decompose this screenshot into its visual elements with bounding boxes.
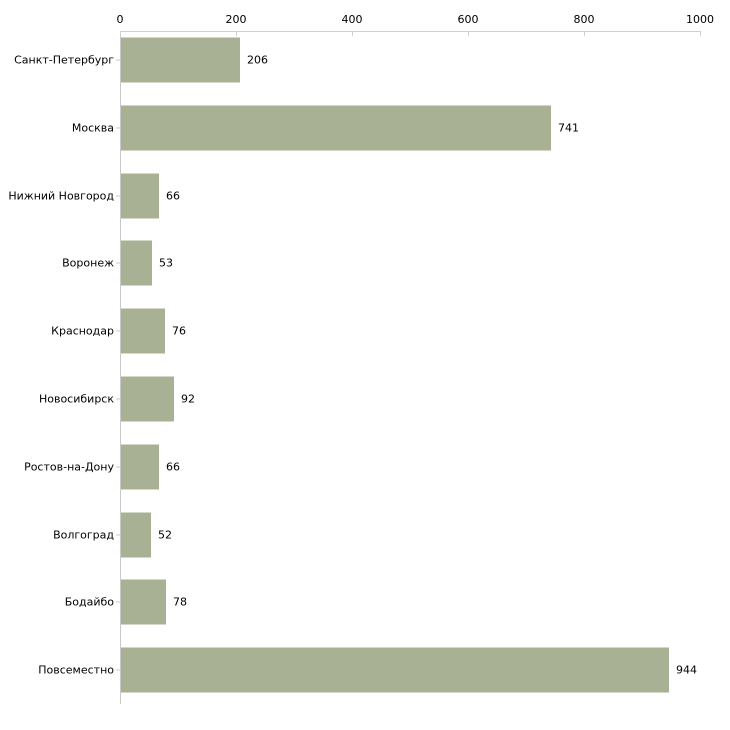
y-axis-tick-mark	[116, 534, 120, 535]
y-axis-tick-mark	[116, 601, 120, 603]
bar-value-label: 53	[159, 256, 173, 270]
bar	[121, 308, 165, 354]
bar	[121, 376, 174, 422]
y-axis-line	[120, 31, 121, 704]
bar-value-label: 944	[676, 663, 697, 677]
y-axis-tick-mark	[116, 59, 120, 61]
bar	[121, 173, 159, 218]
category-label: Москва	[71, 121, 114, 135]
x-axis-tick-label: 0	[116, 13, 124, 26]
x-axis-tick-mark	[352, 32, 353, 36]
bar	[121, 105, 551, 151]
x-axis-tick-label: 600	[457, 13, 479, 26]
bar-value-label: 76	[172, 324, 186, 338]
category-label: Воронеж	[62, 256, 114, 270]
bar-value-label: 78	[173, 595, 187, 609]
x-axis-line	[120, 31, 701, 32]
category-label: Нижний Новгород	[8, 189, 114, 202]
category-label: Ростов-на-Дону	[24, 460, 114, 474]
x-axis-tick-mark	[468, 32, 469, 36]
bar-value-label: 741	[558, 121, 579, 135]
x-axis-tick-label: 200	[225, 13, 247, 26]
bar	[121, 647, 669, 693]
bar-value-label: 92	[181, 392, 195, 406]
y-axis-tick-mark	[116, 330, 120, 332]
bar-value-label: 206	[247, 53, 268, 67]
category-label: Бодайбо	[64, 595, 114, 609]
category-label: Санкт-Петербург	[14, 53, 114, 67]
y-axis-tick-mark	[116, 195, 120, 196]
y-axis-tick-mark	[116, 262, 120, 264]
y-axis-tick-mark	[116, 398, 120, 400]
bar-value-label: 66	[166, 189, 180, 202]
x-axis-tick-label: 400	[341, 13, 363, 26]
x-axis-tick-mark	[120, 32, 121, 36]
bar	[121, 37, 240, 83]
bar	[121, 240, 152, 286]
x-axis-tick-label: 1000	[686, 13, 714, 26]
bar	[121, 512, 151, 557]
bar-value-label: 66	[166, 460, 180, 474]
category-label: Повсеместно	[38, 663, 114, 677]
x-axis-tick-mark	[700, 32, 701, 36]
bar	[121, 444, 159, 490]
bar	[121, 579, 166, 625]
bar-value-label: 52	[158, 528, 172, 541]
category-label: Волгоград	[53, 528, 114, 541]
category-label: Краснодар	[51, 324, 114, 338]
x-axis-tick-label: 800	[573, 13, 595, 26]
category-label: Новосибирск	[38, 392, 114, 406]
y-axis-tick-mark	[116, 127, 120, 129]
y-axis-tick-mark	[116, 466, 120, 468]
x-axis-tick-mark	[236, 32, 237, 36]
x-axis-tick-mark	[584, 32, 585, 36]
y-axis-tick-mark	[116, 669, 120, 671]
